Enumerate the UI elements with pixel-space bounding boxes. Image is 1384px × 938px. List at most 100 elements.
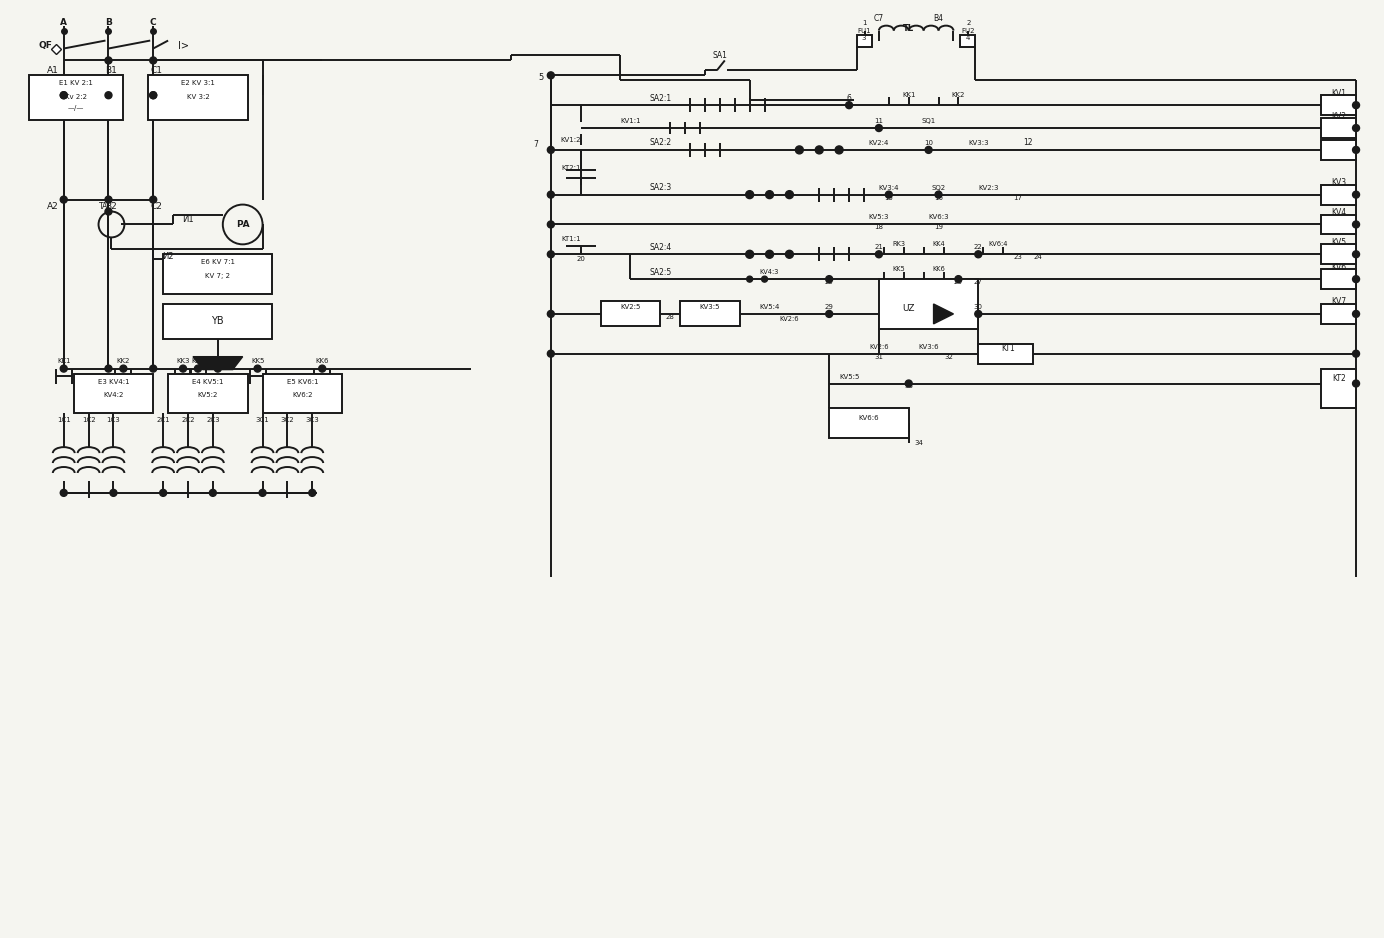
Circle shape <box>149 57 156 64</box>
Text: KV5:5: KV5:5 <box>839 373 859 380</box>
Text: 21: 21 <box>875 244 883 250</box>
Text: KV6:3: KV6:3 <box>929 215 949 220</box>
Text: C7: C7 <box>873 14 884 23</box>
Text: 3C2: 3C2 <box>281 417 295 423</box>
Text: E6 KV 7:1: E6 KV 7:1 <box>201 259 235 265</box>
Circle shape <box>786 190 793 199</box>
Circle shape <box>149 365 156 372</box>
Text: 29: 29 <box>825 304 833 310</box>
Text: KV3:5: KV3:5 <box>700 304 720 310</box>
Text: SQ1: SQ1 <box>922 118 936 124</box>
Circle shape <box>547 191 555 198</box>
Bar <box>601 301 660 325</box>
Text: 27: 27 <box>974 280 983 285</box>
Text: KK2: KK2 <box>116 357 130 364</box>
Circle shape <box>846 101 853 109</box>
Circle shape <box>149 92 156 98</box>
Text: И2: И2 <box>162 251 174 261</box>
Text: KK4: KK4 <box>933 241 945 248</box>
Circle shape <box>1352 380 1359 387</box>
Circle shape <box>747 276 753 282</box>
Text: 15: 15 <box>884 194 893 201</box>
Text: Kv 2:2: Kv 2:2 <box>65 94 87 100</box>
Text: 1C3: 1C3 <box>107 417 120 423</box>
Bar <box>680 301 739 325</box>
Bar <box>263 373 342 414</box>
Bar <box>1322 244 1356 265</box>
Circle shape <box>1352 310 1359 317</box>
Text: SQ2: SQ2 <box>931 185 945 190</box>
Circle shape <box>1352 101 1359 109</box>
Circle shape <box>61 92 68 98</box>
Circle shape <box>746 250 754 258</box>
Text: KK6: KK6 <box>316 357 329 364</box>
Text: KK5: KK5 <box>251 357 264 364</box>
Text: 17: 17 <box>1013 194 1023 201</box>
Circle shape <box>309 490 316 496</box>
Bar <box>879 280 978 329</box>
Circle shape <box>1352 146 1359 154</box>
Text: TA: TA <box>98 202 108 211</box>
Circle shape <box>1352 276 1359 282</box>
Text: KK1: KK1 <box>57 357 71 364</box>
Circle shape <box>105 208 112 215</box>
Circle shape <box>955 276 962 282</box>
Text: KV2:6: KV2:6 <box>779 316 799 322</box>
Text: KV4:3: KV4:3 <box>760 269 779 275</box>
Circle shape <box>105 365 112 372</box>
Text: KV3: KV3 <box>1331 178 1347 188</box>
Text: KV6:4: KV6:4 <box>988 241 1008 248</box>
Circle shape <box>835 146 843 154</box>
Text: 26: 26 <box>954 280 963 285</box>
Bar <box>73 373 154 414</box>
Text: A1: A1 <box>47 66 58 75</box>
Text: SA2:4: SA2:4 <box>649 243 671 251</box>
Circle shape <box>547 350 555 357</box>
Circle shape <box>826 276 833 282</box>
Bar <box>1322 215 1356 234</box>
Text: KV6:2: KV6:2 <box>292 392 313 399</box>
Text: KT1:1: KT1:1 <box>561 236 580 242</box>
Text: KT2: KT2 <box>1331 374 1345 383</box>
Bar <box>960 35 976 47</box>
Circle shape <box>974 310 981 317</box>
Circle shape <box>105 92 112 98</box>
Text: И1: И1 <box>183 215 194 224</box>
Text: KV2:4: KV2:4 <box>869 140 889 146</box>
Text: UZ: UZ <box>902 305 915 313</box>
Text: 20: 20 <box>576 256 585 263</box>
Bar <box>1322 118 1356 138</box>
Text: E4 KV5:1: E4 KV5:1 <box>192 379 224 385</box>
Polygon shape <box>934 304 954 324</box>
Text: 22: 22 <box>974 244 983 250</box>
Circle shape <box>876 250 883 258</box>
Text: 10: 10 <box>925 140 933 146</box>
Text: 32: 32 <box>944 354 954 359</box>
Circle shape <box>1352 221 1359 228</box>
Circle shape <box>195 365 202 372</box>
Text: YB: YB <box>212 316 224 326</box>
Text: 4: 4 <box>966 35 970 40</box>
Text: B4: B4 <box>934 14 944 23</box>
Text: E1 KV 2:1: E1 KV 2:1 <box>60 81 93 86</box>
Text: A: A <box>61 18 68 27</box>
Text: KV3:4: KV3:4 <box>879 185 900 190</box>
Text: 18: 18 <box>875 224 883 231</box>
Circle shape <box>215 365 221 372</box>
Text: 1C1: 1C1 <box>57 417 71 423</box>
Text: C2: C2 <box>151 202 162 211</box>
Text: KV 3:2: KV 3:2 <box>187 94 209 100</box>
Circle shape <box>255 365 262 372</box>
Text: SA2:5: SA2:5 <box>649 267 671 277</box>
Text: KV5:3: KV5:3 <box>869 215 889 220</box>
Text: 28: 28 <box>666 314 674 320</box>
Bar <box>148 75 248 120</box>
Circle shape <box>796 146 803 154</box>
Text: B: B <box>105 18 112 27</box>
Text: KT2:1: KT2:1 <box>561 165 580 171</box>
Text: I>: I> <box>179 40 190 51</box>
Text: 2C3: 2C3 <box>206 417 220 423</box>
Text: SA1: SA1 <box>713 51 727 60</box>
Bar <box>1322 96 1356 115</box>
Text: KV4: KV4 <box>1331 208 1347 217</box>
